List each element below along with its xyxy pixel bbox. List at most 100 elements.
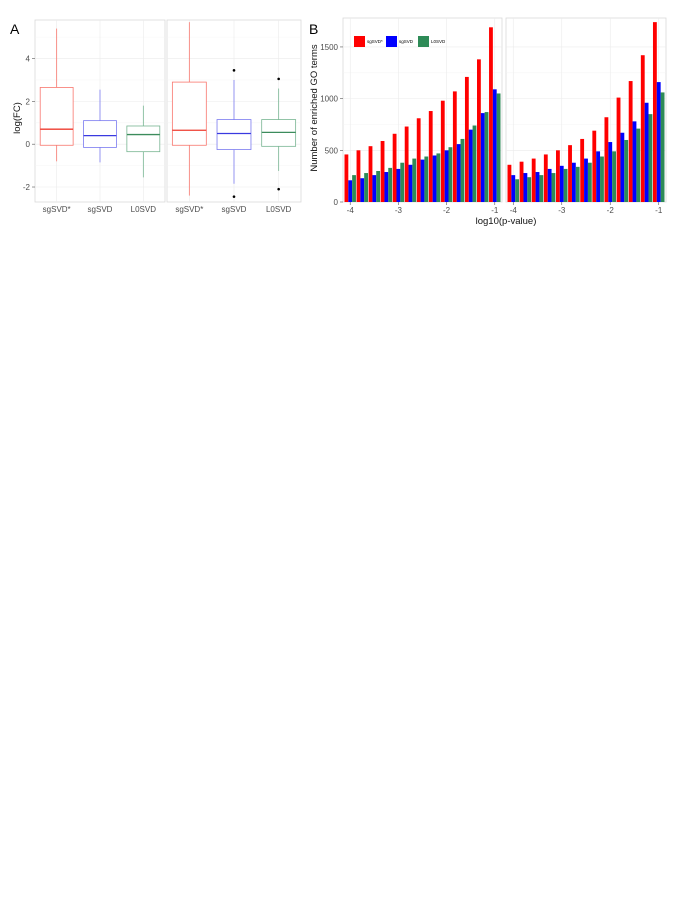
bar-sgSVD-b-left [432,155,437,202]
bar-sgSVD*-b-left [477,59,481,203]
bar-sgSVD*-b-left [404,126,409,202]
y-tick-label-b: 0 [334,198,339,207]
legend-label-L0SVD: L0SVD [431,39,446,44]
bar-L0SVD-b-left [400,162,405,202]
bar-sgSVD-b-right [644,102,649,202]
bar-L0SVD-b-right [539,175,544,202]
bar-sgSVD*-b-right [580,138,585,202]
bar-L0SVD-b-right [636,128,641,202]
bar-sgSVD*-b-right [543,154,548,202]
bar-sgSVD-b-left [360,178,365,202]
bar-L0SVD-b-right [648,114,653,202]
bar-sgSVD-b-right [547,168,552,202]
bar-L0SVD-b-right [527,177,532,202]
x-tick-label-b-right: -2 [607,206,615,215]
bar-sgSVD-b-right [656,82,661,202]
y-tick-label-b: 500 [325,146,339,155]
x-tick-label-b-right: -4 [510,206,518,215]
x-tick-label-b-right: -1 [655,206,663,215]
bar-L0SVD-b-left [424,156,429,202]
bar-sgSVD*-b-right [507,164,512,202]
bar-sgSVD*-b-right [531,158,536,202]
bar-sgSVD*-b-right [592,130,597,202]
bar-sgSVD*-b-left [356,150,361,202]
outlier-L0SVD [277,187,280,191]
bar-sgSVD*-b-right [652,22,657,203]
outlier-sgSVD [232,69,236,72]
y-tick-label-a: -2 [23,183,31,192]
bar-sgSVD-b-right [535,172,540,202]
box-L0SVD [126,125,161,153]
outlier-L0SVD [277,77,280,81]
bar-L0SVD-b-right [587,162,592,202]
boxplot-panel-a: sgSVD* sgSVD L0SVD -2 0 2 4 sgSVD* sgSVD L0SVD [23,19,302,214]
bar-sgSVD*-b-right [640,55,645,202]
x-tick-label-b-left: -3 [395,206,403,215]
bar-sgSVD-b-left [420,159,425,202]
bar-sgSVD-b-right [584,158,588,202]
bar-L0SVD-b-right [515,179,520,202]
bar-sgSVD*-b-left [416,118,421,202]
bar-sgSVD-b-left [456,144,461,202]
legend: sgSVD* sgSVD L0SVD [354,36,446,47]
bar-L0SVD-b-left [388,167,393,202]
x-tick-label-b-left: -2 [443,206,451,215]
bar-L0SVD-b-left [448,147,453,202]
bar-L0SVD-b-left [412,158,417,202]
bar-sgSVD-b-right [608,142,613,202]
bar-sgSVD*-b-left [392,133,397,202]
y-axis-title-a: log(FC) [12,102,23,134]
bar-sgSVD*-b-left [489,27,493,202]
legend-swatch-L0SVD [418,36,429,47]
x-axis-title-b: log10(p-value) [476,216,537,227]
bar-L0SVD-b-left [352,175,356,202]
bar-L0SVD-b-right [660,92,665,202]
legend-swatch-sgSVD [386,36,397,47]
bar-sgSVD-b-left [396,168,401,202]
bar-L0SVD-b-left [376,170,381,202]
bar-sgSVD-b-left [492,89,497,202]
bar-sgSVD-b-left [348,180,353,202]
bar-sgSVD*-b-left [428,111,433,202]
bar-sgSVD-b-right [596,151,601,202]
bar-L0SVD-b-left [484,112,489,202]
bar-sgSVD-b-left [480,113,485,202]
panel-label-a: A [10,21,20,37]
bar-sgSVD*-b-right [519,161,524,202]
bar-L0SVD-b-left [460,138,465,202]
x-tick-label-a-left: sgSVD* [43,205,71,214]
box-sgSVD [216,119,252,150]
bar-L0SVD-b-left [472,125,477,202]
x-tick-label-a-right: L0SVD [266,205,292,214]
panel-label-b: B [309,21,318,37]
bar-sgSVD-b-left [384,172,389,202]
y-tick-label-a: 4 [26,55,31,64]
y-tick-label-b: 1000 [320,95,338,104]
bar-sgSVD-b-left [444,150,449,202]
y-tick-label-a: 0 [26,140,31,149]
bar-sgSVD-b-right [571,162,576,202]
bar-sgSVD-b-right [559,165,564,202]
barchart-panel-b: -4 -3 -2 -1 0 500 1000 1500 sgSVD* sgSVD L0SVD -4 -3… [320,17,667,215]
bar-sgSVD*-b-left [380,141,385,202]
x-tick-label-a-right: sgSVD [222,205,247,214]
bar-sgSVD-b-left [372,175,377,202]
bar-L0SVD-b-right [551,173,556,202]
bar-sgSVD-b-right [511,175,516,202]
box-sgSVD [83,120,117,148]
y-axis-title-b: Number of enriched GO terms [309,44,320,171]
legend-label-sgSVD: sgSVD [399,39,414,44]
bar-sgSVD*-b-left [368,146,373,202]
legend-swatch-sgSVD* [354,36,365,47]
outlier-sgSVD [232,195,236,198]
x-tick-label-a-left: sgSVD [88,205,113,214]
bar-sgSVD*-b-left [440,100,445,202]
bar-L0SVD-b-left [436,153,441,202]
x-tick-label-b-right: -3 [558,206,566,215]
bar-sgSVD*-b-left [344,154,349,202]
x-tick-label-a-right: sgSVD* [175,205,203,214]
bar-sgSVD-b-left [468,129,473,202]
bar-L0SVD-b-right [575,166,580,202]
bar-sgSVD*-b-left [452,91,457,202]
bar-sgSVD-b-left [408,164,413,202]
